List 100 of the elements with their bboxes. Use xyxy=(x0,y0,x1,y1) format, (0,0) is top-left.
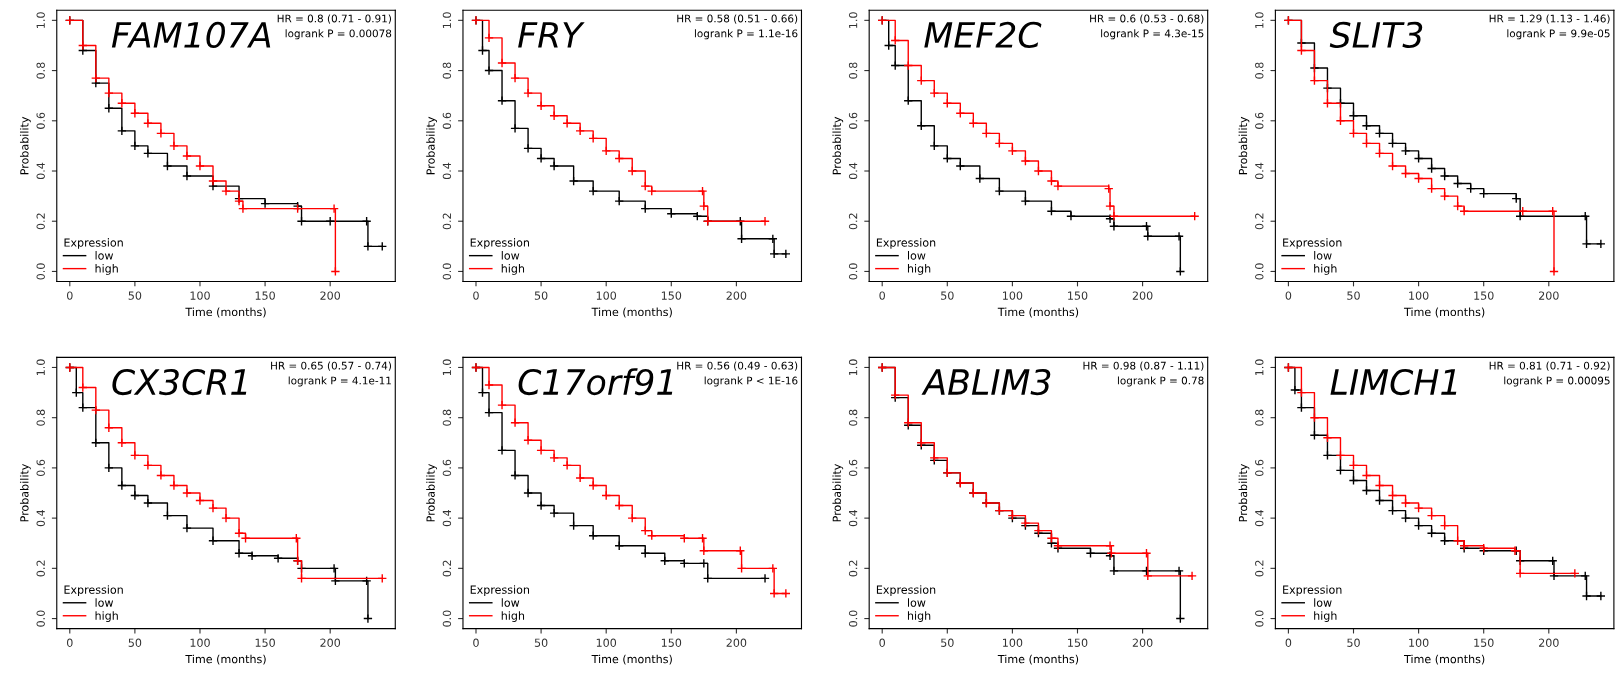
x-tick-label: 100 xyxy=(1003,638,1023,647)
y-tick-label: 0.4 xyxy=(848,162,858,180)
x-tick-label: 0 xyxy=(473,638,479,647)
x-tick-label: 50 xyxy=(1347,638,1360,647)
y-tick-label: 0.6 xyxy=(848,459,858,477)
legend-title: Expression xyxy=(1283,238,1342,249)
y-tick-label: 0.4 xyxy=(36,509,45,527)
y-tick-label: 1.0 xyxy=(442,12,452,28)
legend-label: high xyxy=(501,264,525,275)
x-axis-title: Time (months) xyxy=(185,654,266,665)
y-axis-title: Probability xyxy=(1238,116,1250,175)
y-axis-title: Probability xyxy=(1238,463,1250,522)
x-axis-title: Time (months) xyxy=(997,307,1079,318)
x-tick-label: 150 xyxy=(255,638,275,647)
x-tick-label: 200 xyxy=(1539,291,1559,300)
y-axis-title: Probability xyxy=(19,463,31,522)
x-tick-label: 0 xyxy=(1285,291,1292,300)
legend-label: low xyxy=(1314,598,1332,607)
x-tick-label: 150 xyxy=(255,291,275,300)
annotation: HR = 0.81 (0.71 - 0.92) xyxy=(1489,361,1610,371)
y-tick-label: 1.0 xyxy=(36,12,45,28)
x-tick-label: 150 xyxy=(661,638,682,647)
y-tick-label: 0.4 xyxy=(442,162,452,180)
legend-label: high xyxy=(501,611,525,622)
legend-label: high xyxy=(907,264,931,275)
legend-label: high xyxy=(1314,611,1337,622)
y-axis-title: Probability xyxy=(832,463,844,522)
y-tick-label: 0.0 xyxy=(36,263,45,280)
annotation: HR = 0.6 (0.53 - 0.68) xyxy=(1090,14,1204,24)
y-tick-label: 0.2 xyxy=(1255,213,1264,230)
y-tick-label: 0.2 xyxy=(848,213,858,230)
x-tick-label: 100 xyxy=(1409,291,1429,300)
y-tick-label: 0.8 xyxy=(36,409,45,426)
x-axis-title: Time (months) xyxy=(591,307,672,318)
x-tick-label: 200 xyxy=(320,638,341,647)
x-tick-label: 0 xyxy=(66,291,73,300)
chart-title: MEF2C xyxy=(924,21,1042,49)
y-tick-label: 1.0 xyxy=(848,359,858,376)
x-tick-label: 150 xyxy=(1474,638,1494,647)
y-axis-title: Probability xyxy=(426,116,437,175)
x-axis-title: Time (months) xyxy=(591,654,672,665)
x-tick-label: 100 xyxy=(1409,638,1429,647)
x-tick-label: 100 xyxy=(1003,291,1023,300)
y-axis-title: Probability xyxy=(832,116,844,175)
x-tick-label: 50 xyxy=(534,291,548,300)
y-tick-label: 0.2 xyxy=(848,560,858,577)
annotation: logrank P = 4.1e-11 xyxy=(288,376,391,387)
x-tick-label: 50 xyxy=(941,291,954,300)
chart-title: SLIT3 xyxy=(1329,21,1423,49)
chart-title: ABLIM3 xyxy=(921,368,1051,396)
y-tick-label: 0.4 xyxy=(1255,509,1264,527)
x-tick-label: 50 xyxy=(128,638,142,647)
annotation: HR = 0.98 (0.87 - 1.11) xyxy=(1083,361,1204,371)
y-tick-label: 0.0 xyxy=(1255,263,1264,280)
y-tick-label: 0.2 xyxy=(442,213,452,230)
chart-title: FRY xyxy=(518,22,585,48)
y-tick-label: 0.2 xyxy=(1255,560,1264,577)
x-tick-label: 0 xyxy=(1285,638,1292,647)
x-tick-label: 0 xyxy=(879,638,885,647)
y-tick-label: 0.4 xyxy=(36,162,45,180)
annotation: logrank P = 0.00095 xyxy=(1504,376,1610,387)
y-tick-label: 0.8 xyxy=(442,62,452,79)
y-tick-label: 0.8 xyxy=(36,62,45,79)
legend-label: low xyxy=(95,598,114,607)
y-tick-label: 0.0 xyxy=(1255,610,1264,627)
annotation: HR = 0.58 (0.51 - 0.66) xyxy=(677,14,798,24)
y-tick-label: 0.6 xyxy=(442,459,452,477)
x-tick-label: 200 xyxy=(1539,638,1559,647)
x-tick-label: 50 xyxy=(941,638,954,647)
x-axis-title: Time (months) xyxy=(1403,654,1485,665)
legend-label: high xyxy=(95,264,118,275)
y-tick-label: 0.6 xyxy=(442,112,452,129)
legend-title: Expression xyxy=(1283,585,1342,596)
annotation: logrank P = 9.9e-05 xyxy=(1507,29,1610,40)
y-tick-label: 0.6 xyxy=(1255,459,1264,477)
y-tick-label: 0.8 xyxy=(442,409,452,426)
y-tick-label: 1.0 xyxy=(1255,359,1264,376)
y-tick-label: 0.0 xyxy=(848,610,858,627)
legend-title: Expression xyxy=(64,585,123,596)
x-tick-label: 50 xyxy=(1347,291,1360,300)
y-tick-label: 0.4 xyxy=(848,509,858,527)
chart-title: CX3CR1 xyxy=(112,368,247,396)
legend-label: high xyxy=(95,611,118,622)
y-tick-label: 0.6 xyxy=(36,459,45,477)
annotation: logrank P < 1E-16 xyxy=(704,376,798,387)
legend-label: low xyxy=(908,251,926,260)
legend-label: low xyxy=(95,251,114,260)
y-tick-label: 0.8 xyxy=(1255,62,1264,79)
legend-title: Expression xyxy=(64,238,123,249)
x-tick-label: 150 xyxy=(1068,291,1088,300)
y-tick-label: 0.2 xyxy=(36,213,45,230)
x-tick-label: 200 xyxy=(726,291,747,300)
legend-label: high xyxy=(907,611,931,622)
x-tick-label: 100 xyxy=(596,291,617,300)
annotation: HR = 0.8 (0.71 - 0.91) xyxy=(277,14,391,24)
y-tick-label: 0.0 xyxy=(36,610,45,627)
legend-label: low xyxy=(1314,251,1332,260)
annotation: logrank P = 0.78 xyxy=(1117,376,1204,387)
y-tick-label: 0.0 xyxy=(848,263,858,280)
x-tick-label: 50 xyxy=(128,291,142,300)
